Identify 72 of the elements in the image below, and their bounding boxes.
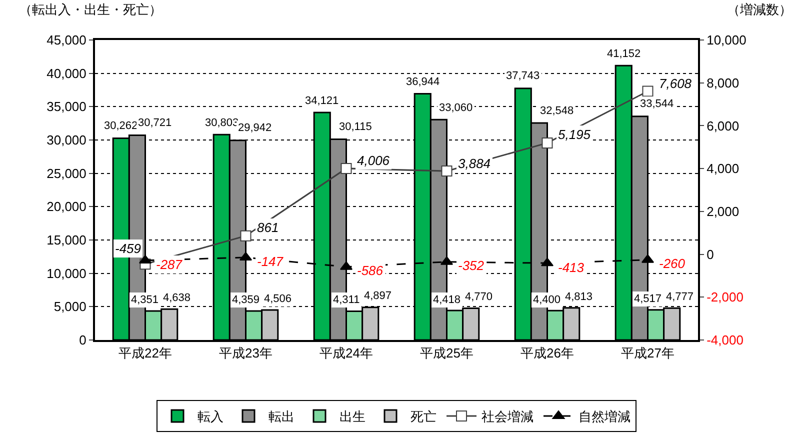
y-tick-label: 0 (79, 332, 86, 348)
y-tick-label: 10,000 (46, 266, 86, 281)
data-label: 4,897 (364, 290, 392, 302)
y2-tick-label: 2,000 (706, 204, 740, 219)
y2-tick-label: 0 (706, 246, 714, 262)
data-label: 4,351 (131, 294, 159, 306)
x-tick-label: 平成23年 (219, 346, 272, 361)
y2-tick-label: -4,000 (706, 332, 744, 348)
data-label: 34,121 (305, 95, 339, 107)
data-label: 4,006 (357, 153, 390, 168)
y-tick-label: 15,000 (46, 232, 86, 248)
point (642, 86, 654, 97)
point (240, 230, 252, 242)
legend-label: 社会増減 (482, 409, 534, 424)
y-axis-title: （転出入・出生・死亡） (19, 2, 162, 17)
data-label: 3,884 (458, 156, 491, 171)
y-tick-label: 35,000 (46, 99, 86, 114)
data-label: -586 (357, 263, 384, 278)
legend-label: 自然増減 (578, 409, 630, 424)
data-label: 4,418 (433, 294, 461, 306)
data-label: 861 (257, 220, 279, 235)
data-label: 4,400 (533, 294, 561, 306)
y-tick-label: 5,000 (54, 299, 86, 314)
y2-axis-title: （増減数） (727, 2, 792, 17)
data-label: 7,608 (659, 76, 692, 91)
data-label: 4,359 (232, 294, 260, 306)
data-label: 4,517 (634, 293, 662, 305)
y-tick-label: 25,000 (46, 166, 86, 181)
x-tick-label: 平成27年 (621, 346, 674, 361)
data-label: 4,506 (264, 293, 292, 305)
data-label: 30,115 (339, 121, 372, 133)
x-tick-label: 平成26年 (520, 346, 574, 361)
legend-label: 転入 (198, 409, 224, 424)
y2-tick-label: 6,000 (706, 118, 740, 134)
data-label: 29,942 (238, 122, 272, 134)
y-tick-label: 20,000 (46, 199, 86, 214)
point (441, 166, 452, 177)
data-label: 33,544 (640, 98, 674, 110)
data-label: 4,638 (163, 292, 191, 304)
data-label: -147 (257, 254, 284, 269)
data-label: 30,262 (104, 120, 138, 132)
y2-tick-label: -2,000 (706, 290, 744, 305)
data-label: -352 (458, 258, 485, 273)
x-tick-label: 平成25年 (420, 346, 474, 361)
point (340, 162, 352, 174)
data-label: -287 (156, 257, 183, 272)
data-label: 4,777 (666, 291, 694, 303)
y-tick-label: 40,000 (46, 66, 86, 81)
data-label: 4,770 (465, 291, 493, 303)
legend-label: 転出 (268, 409, 294, 424)
data-label: 4,813 (565, 291, 593, 303)
data-label: -260 (659, 256, 686, 271)
data-label: -413 (558, 260, 585, 275)
data-label: 32,548 (540, 105, 574, 117)
data-label: 36,944 (406, 76, 440, 88)
legend-label: 死亡 (410, 409, 436, 424)
point (542, 137, 553, 148)
y-tick-label: 45,000 (46, 32, 86, 48)
x-tick-label: 平成22年 (118, 346, 172, 361)
y2-tick-label: 4,000 (706, 161, 740, 176)
data-label: 4,311 (333, 294, 360, 306)
x-tick-label: 平成24年 (320, 346, 373, 361)
data-label: 30,721 (138, 117, 172, 129)
y2-tick-label: 8,000 (706, 75, 740, 90)
data-label: 41,152 (607, 48, 641, 60)
data-label: 33,060 (439, 102, 473, 114)
data-label: 37,743 (506, 70, 540, 82)
data-label: -459 (115, 241, 142, 256)
y2-tick-label: 10,000 (706, 32, 746, 48)
legend-label: 出生 (340, 409, 366, 424)
data-label: 5,195 (558, 127, 592, 142)
y-tick-label: 30,000 (46, 132, 86, 148)
